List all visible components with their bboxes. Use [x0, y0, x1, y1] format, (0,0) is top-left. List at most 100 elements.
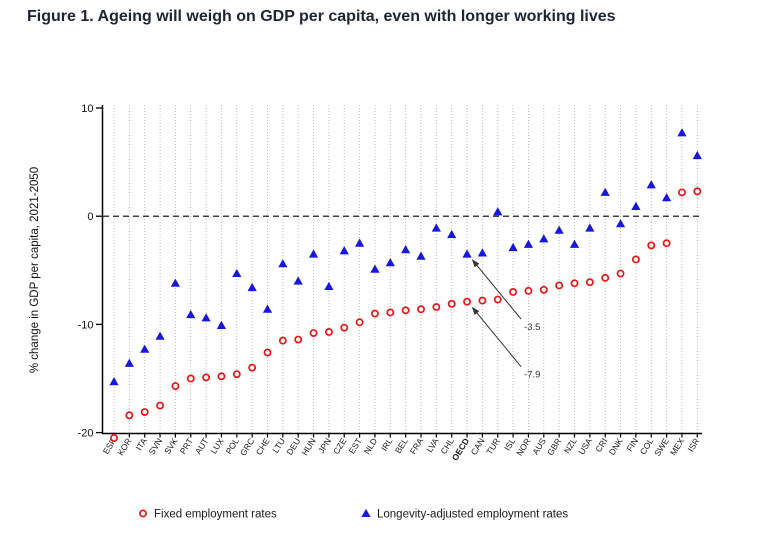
point-USA: [585, 278, 594, 287]
point-CAN: [478, 296, 487, 305]
point-CAN: [477, 248, 487, 257]
point-JPN: [324, 328, 333, 336]
point-GBR: [554, 225, 564, 234]
point-LVA: [431, 223, 441, 232]
point-SVN: [155, 331, 165, 340]
point-IRL: [385, 258, 395, 267]
point-POL: [232, 370, 241, 379]
point-SVK: [171, 382, 180, 391]
x-label-HUN: HUN: [300, 436, 318, 457]
legend-marker-0: [139, 509, 147, 518]
point-SWE: [662, 193, 672, 202]
x-label-DEU: DEU: [284, 436, 302, 457]
x-label-SVK: SVK: [162, 436, 180, 456]
x-label-GRC: GRC: [238, 436, 256, 457]
x-label-FRA: FRA: [408, 436, 426, 456]
point-FIN: [631, 201, 641, 210]
point-LUX: [216, 320, 227, 329]
point-COL: [646, 180, 656, 189]
x-label-GBR: GBR: [545, 436, 563, 457]
series-longevity-adjusted-employment-rates: [109, 128, 702, 386]
point-GRC: [248, 363, 257, 372]
annotation-arrow: [471, 259, 522, 320]
legend: Fixed employment rates Longevity-adjusted…: [139, 509, 568, 521]
point-KOR: [124, 358, 134, 367]
y-tick-label: -10: [78, 319, 94, 331]
point-EST: [355, 318, 364, 327]
point-AUS: [539, 285, 548, 294]
point-ESP: [109, 377, 119, 386]
point-LVA: [432, 303, 441, 312]
point-HUN: [308, 249, 319, 258]
point-BEL: [401, 245, 411, 254]
x-label-SWE: SWE: [652, 436, 671, 458]
x-label-MEX: MEX: [668, 436, 686, 457]
point-TUR: [493, 295, 502, 304]
x-label-NZL: NZL: [562, 436, 579, 455]
point-NOR: [524, 286, 533, 295]
x-label-LUX: LUX: [208, 436, 225, 456]
point-OECD: [463, 297, 471, 306]
x-label-JPN: JPN: [316, 436, 333, 455]
point-CHL: [447, 229, 457, 239]
legend-item-1: Longevity-adjusted employment rates: [361, 509, 568, 521]
x-label-ISR: ISR: [686, 436, 702, 453]
point-CHE: [262, 304, 273, 313]
legend-item-0: Fixed employment rates: [139, 509, 277, 521]
figure-title: Figure 1. Ageing will weigh on GDP per c…: [27, 8, 616, 25]
point-ISL: [509, 287, 518, 296]
x-label-CHE: CHE: [254, 436, 272, 457]
point-AUT: [201, 313, 211, 322]
x-label-AUT: AUT: [193, 436, 210, 456]
series-fixed-employment-rates: [110, 187, 702, 442]
x-label-AUS: AUS: [530, 436, 548, 456]
point-ESP: [110, 434, 118, 442]
point-SVN: [156, 401, 164, 410]
point-COL: [647, 241, 656, 250]
point-GBR: [555, 281, 564, 290]
point-NLD: [371, 309, 379, 318]
point-CRI: [600, 187, 610, 196]
point-ITA: [140, 344, 150, 353]
x-label-EST: EST: [347, 436, 364, 455]
x-label-CAN: CAN: [469, 436, 487, 457]
y-axis-title: % change in GDP per capita, 2021-2050: [29, 167, 41, 373]
x-label-KOR: KOR: [115, 436, 133, 457]
point-OECD: [462, 249, 472, 258]
point-USA: [585, 223, 595, 232]
point-ISL: [508, 242, 518, 252]
point-DEU: [294, 335, 303, 344]
point-NZL: [569, 239, 580, 248]
point-PRT: [186, 374, 195, 383]
point-LTU: [278, 259, 288, 268]
point-DEU: [293, 276, 303, 285]
x-label-USA: USA: [576, 436, 594, 456]
point-PRT: [186, 309, 196, 319]
point-SVK: [170, 278, 180, 287]
point-SWE: [662, 239, 671, 248]
y-tick-label: -20: [78, 428, 94, 440]
point-AUT: [202, 373, 211, 382]
point-ISR: [692, 150, 702, 160]
x-label-PRT: PRT: [178, 436, 195, 456]
y-tick-label: 0: [87, 211, 93, 223]
point-TUR: [493, 207, 503, 216]
point-IRL: [386, 308, 395, 317]
x-label-NOR: NOR: [514, 436, 532, 457]
point-FIN: [631, 255, 640, 264]
point-NLD: [370, 264, 380, 273]
point-MEX: [677, 128, 687, 137]
y-tick-label: 10: [81, 103, 93, 115]
point-FRA: [417, 305, 425, 314]
x-label-NLD: NLD: [362, 436, 379, 456]
point-BEL: [401, 306, 410, 315]
gridlines: [103, 105, 701, 433]
point-ISR: [693, 187, 702, 196]
point-FRA: [416, 251, 426, 260]
point-CZE: [339, 246, 349, 255]
point-LUX: [217, 372, 226, 381]
x-label-TUR: TUR: [484, 436, 502, 456]
annotation-arrow: [471, 306, 522, 367]
